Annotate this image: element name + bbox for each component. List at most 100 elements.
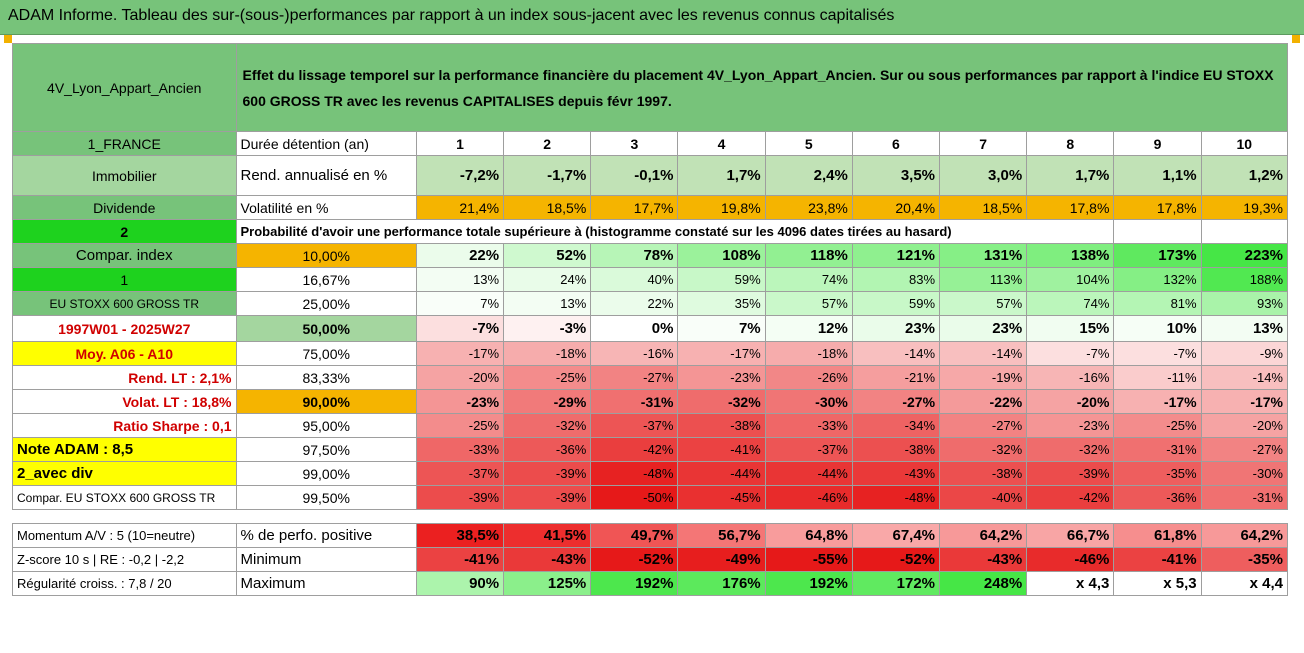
value-cell[interactable]: 64,8% xyxy=(764,523,853,548)
value-cell[interactable]: -17% xyxy=(1200,389,1289,414)
value-cell[interactable]: -36% xyxy=(1113,485,1202,510)
quantile-cell[interactable]: 95,00% xyxy=(235,413,417,438)
fund-name-cell[interactable]: 4V_Lyon_Appart_Ancien xyxy=(12,43,237,132)
side-cell[interactable]: Note ADAM : 8,5 xyxy=(12,437,237,462)
side-cell[interactable]: Moy. A06 - A10 xyxy=(12,341,237,366)
row-label[interactable]: Maximum xyxy=(235,571,417,596)
value-cell[interactable]: 18,5% xyxy=(939,195,1028,220)
value-cell[interactable]: 12% xyxy=(764,315,853,342)
value-cell[interactable]: -17% xyxy=(677,341,766,366)
value-cell[interactable]: -32% xyxy=(1026,437,1115,462)
value-cell[interactable]: 83% xyxy=(851,267,941,292)
value-cell[interactable]: -42% xyxy=(590,437,679,462)
value-cell[interactable]: 13% xyxy=(415,267,505,292)
quantile-cell[interactable]: 83,33% xyxy=(235,365,417,390)
value-cell[interactable]: -41% xyxy=(677,437,766,462)
value-cell[interactable]: 9 xyxy=(1113,131,1202,156)
value-cell[interactable]: -1,7% xyxy=(503,155,592,196)
value-cell[interactable]: 8 xyxy=(1026,131,1115,156)
side-cell[interactable]: Momentum A/V : 5 (10=neutre) xyxy=(12,523,237,548)
value-cell[interactable]: -27% xyxy=(851,389,941,414)
value-cell[interactable]: 90% xyxy=(415,571,505,596)
value-cell[interactable]: 7 xyxy=(939,131,1028,156)
value-cell[interactable]: -38% xyxy=(939,461,1028,486)
value-cell[interactable]: -11% xyxy=(1113,365,1202,390)
value-cell[interactable]: 22% xyxy=(590,291,679,316)
value-cell[interactable]: -36% xyxy=(503,437,592,462)
value-cell[interactable]: 3,5% xyxy=(851,155,941,196)
value-cell[interactable]: -23% xyxy=(1026,413,1115,438)
value-cell[interactable]: 38,5% xyxy=(415,523,505,548)
value-cell[interactable]: 13% xyxy=(1200,315,1289,342)
side-cell[interactable]: 1_FRANCE xyxy=(12,131,237,156)
value-cell[interactable]: 192% xyxy=(764,571,853,596)
value-cell[interactable]: -50% xyxy=(590,485,679,510)
value-cell[interactable]: 15% xyxy=(1026,315,1115,342)
value-cell[interactable]: 23% xyxy=(851,315,941,342)
value-cell[interactable]: 6 xyxy=(851,131,941,156)
value-cell[interactable]: -43% xyxy=(939,547,1028,572)
quantile-cell[interactable]: 50,00% xyxy=(235,315,417,342)
row-label[interactable]: Volatilité en % xyxy=(235,195,417,220)
value-cell[interactable]: -25% xyxy=(1113,413,1202,438)
value-cell[interactable]: 188% xyxy=(1200,267,1289,292)
value-cell[interactable]: -35% xyxy=(1113,461,1202,486)
value-cell[interactable]: 223% xyxy=(1200,243,1289,268)
value-cell[interactable]: -31% xyxy=(1200,485,1289,510)
probability-header[interactable]: Probabilité d'avoir une performance tota… xyxy=(235,219,1115,244)
value-cell[interactable]: 1,7% xyxy=(1026,155,1115,196)
quantile-cell[interactable]: 16,67% xyxy=(235,267,417,292)
value-cell[interactable]: 59% xyxy=(851,291,941,316)
value-cell[interactable]: -39% xyxy=(503,485,592,510)
value-cell[interactable]: 17,8% xyxy=(1026,195,1115,220)
value-cell[interactable]: 176% xyxy=(677,571,766,596)
value-cell[interactable]: -44% xyxy=(764,461,853,486)
value-cell[interactable]: -39% xyxy=(503,461,592,486)
value-cell[interactable]: -32% xyxy=(503,413,592,438)
value-cell[interactable]: 2 xyxy=(503,131,592,156)
value-cell[interactable]: -32% xyxy=(677,389,766,414)
value-cell[interactable]: -38% xyxy=(851,437,941,462)
quantile-cell[interactable]: 99,00% xyxy=(235,461,417,486)
value-cell[interactable]: 125% xyxy=(503,571,592,596)
value-cell[interactable]: -39% xyxy=(1026,461,1115,486)
value-cell[interactable]: -27% xyxy=(1200,437,1289,462)
value-cell[interactable]: -39% xyxy=(415,485,505,510)
value-cell[interactable]: 74% xyxy=(764,267,853,292)
value-cell[interactable]: -46% xyxy=(764,485,853,510)
value-cell[interactable]: 138% xyxy=(1026,243,1115,268)
value-cell[interactable]: 74% xyxy=(1026,291,1115,316)
value-cell[interactable]: -23% xyxy=(415,389,505,414)
value-cell[interactable]: 5 xyxy=(764,131,853,156)
quantile-cell[interactable]: 25,00% xyxy=(235,291,417,316)
value-cell[interactable]: -35% xyxy=(1200,547,1289,572)
value-cell[interactable]: x 4,3 xyxy=(1026,571,1115,596)
value-cell[interactable]: -42% xyxy=(1026,485,1115,510)
value-cell[interactable]: 0% xyxy=(590,315,679,342)
value-cell[interactable]: -45% xyxy=(677,485,766,510)
value-cell[interactable]: -43% xyxy=(851,461,941,486)
value-cell[interactable]: -31% xyxy=(590,389,679,414)
side-cell[interactable]: 1997W01 - 2025W27 xyxy=(12,315,237,342)
value-cell[interactable]: 23% xyxy=(939,315,1028,342)
value-cell[interactable]: 4 xyxy=(677,131,766,156)
side-cell[interactable]: EU STOXX 600 GROSS TR xyxy=(12,291,237,316)
value-cell[interactable]: 7% xyxy=(677,315,766,342)
value-cell[interactable]: -49% xyxy=(677,547,766,572)
value-cell[interactable]: 49,7% xyxy=(590,523,679,548)
value-cell[interactable]: -3% xyxy=(503,315,592,342)
value-cell[interactable]: 3,0% xyxy=(939,155,1028,196)
value-cell[interactable]: -14% xyxy=(939,341,1028,366)
row-label[interactable]: % de perfo. positive xyxy=(235,523,417,548)
quantile-cell[interactable]: 75,00% xyxy=(235,341,417,366)
value-cell[interactable]: 66,7% xyxy=(1026,523,1115,548)
row-label[interactable]: Durée détention (an) xyxy=(235,131,417,156)
value-cell[interactable]: -14% xyxy=(1200,365,1289,390)
value-cell[interactable]: 64,2% xyxy=(1200,523,1289,548)
value-cell[interactable]: -18% xyxy=(764,341,853,366)
side-cell[interactable]: 1 xyxy=(12,267,237,292)
value-cell[interactable]: -40% xyxy=(939,485,1028,510)
value-cell[interactable]: -20% xyxy=(415,365,505,390)
value-cell[interactable]: -29% xyxy=(503,389,592,414)
quantile-cell[interactable]: 90,00% xyxy=(235,389,417,414)
